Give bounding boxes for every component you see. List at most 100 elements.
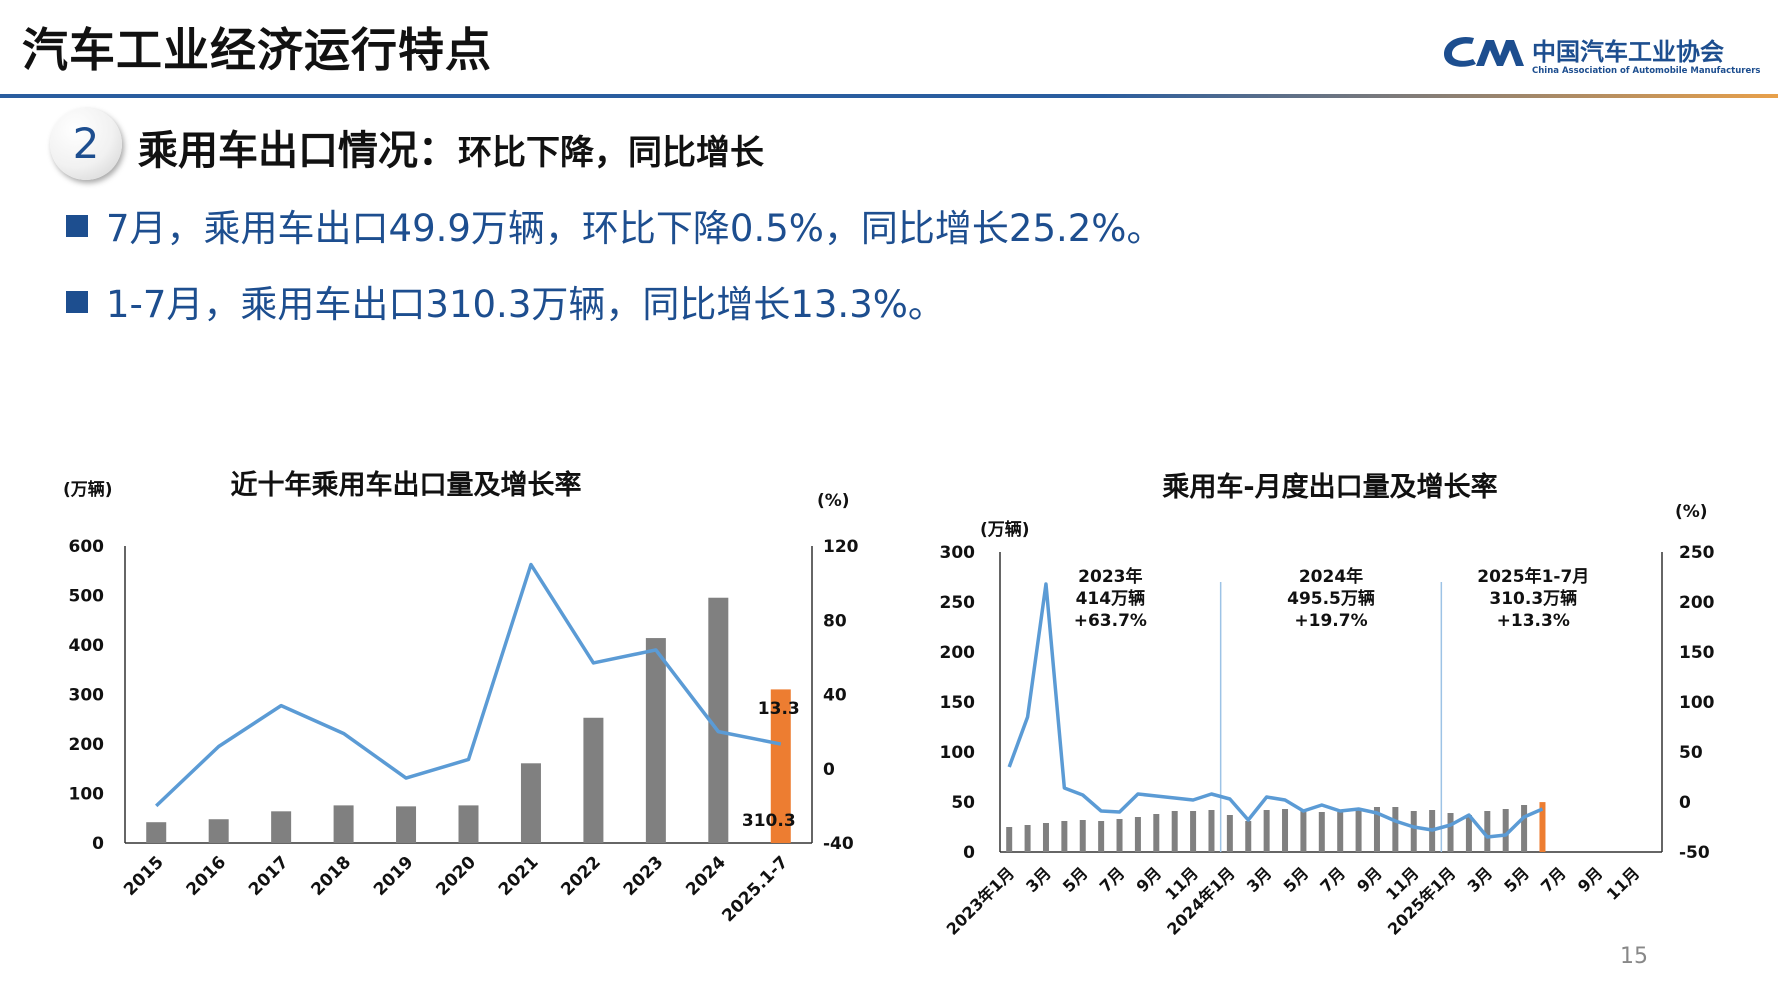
x-tick-label: 2021 (495, 852, 543, 900)
bar (1410, 811, 1417, 852)
bar (1484, 811, 1491, 852)
y-tick-label: 100 (940, 743, 976, 763)
annual-export-chart: 近十年乘用车出口量及增长率 (万辆) (%) 01002003004005006… (63, 469, 859, 926)
bar (1190, 811, 1197, 852)
bar (396, 806, 417, 843)
y-right-unit: (%) (1675, 502, 1708, 522)
bar-data-label: 310.3 (742, 811, 796, 831)
bar (1282, 809, 1289, 852)
bar (708, 597, 729, 843)
y-left-unit: (万辆) (63, 479, 113, 500)
section-number: 2 (72, 119, 100, 168)
y-tick-label: 100 (69, 785, 105, 805)
monthly-export-chart: 乘用车-月度出口量及增长率 (万辆) (%) 0 50 100 150 200 250 30… (940, 471, 1715, 939)
section-title: 乘用车出口情况：环比下降，同比增长 (138, 118, 764, 176)
annotation-volume: 414万辆 (1076, 588, 1146, 609)
section-title-main: 乘用车出口情况： (138, 128, 458, 174)
bar (1024, 825, 1031, 852)
annotation-year: 2024年 (1299, 566, 1363, 587)
x-tick-label: 2025.1-7 (718, 852, 792, 926)
y-right-unit: (%) (817, 491, 850, 511)
bullet-square-icon (66, 215, 88, 237)
bar (1300, 811, 1307, 852)
x-tick-label: 2022 (557, 852, 605, 900)
x-tick-label: 2020 (432, 852, 480, 900)
x-tick-label: 5月 (1059, 863, 1092, 896)
x-tick-label: 9月 (1133, 863, 1166, 896)
growth-rate-line (155, 562, 782, 808)
bar (1208, 810, 1215, 852)
y-tick-label: 300 (69, 686, 105, 706)
bar (208, 819, 229, 843)
x-tick-label: 3月 (1022, 863, 1055, 896)
x-tick-label: 7月 (1096, 863, 1129, 896)
x-tick-label: 7月 (1316, 863, 1349, 896)
y-tick-label: 300 (940, 543, 976, 563)
annotation-year: 2025年1-7月 (1477, 566, 1589, 587)
x-tick-label: 7月 (1537, 863, 1570, 896)
y-tick-label: 0 (963, 843, 975, 863)
bar (146, 822, 167, 843)
section-number-badge: 2 (50, 108, 122, 180)
y-tick-label: 0 (92, 834, 104, 854)
bullet-text: 7月，乘用车出口49.9万辆，环比下降0.5%，同比增长25.2%。 (106, 207, 1164, 250)
section-subtitle: 环比下降，同比增长 (458, 133, 764, 173)
x-tick-label: 9月 (1574, 863, 1607, 896)
y-tick-label: 500 (69, 587, 105, 607)
bar (458, 805, 479, 843)
line-data-label: 13.3 (758, 699, 800, 719)
bar (645, 638, 666, 843)
x-tick-label: 5月 (1500, 863, 1533, 896)
y-tick-label: 200 (1679, 593, 1715, 613)
bar (1079, 820, 1086, 852)
y-tick-label: 50 (1679, 743, 1703, 763)
y-tick-label: 40 (823, 686, 847, 706)
bar (770, 689, 791, 843)
x-tick-label: 3月 (1243, 863, 1276, 896)
y-tick-label: 200 (940, 643, 976, 663)
chart-title: 乘用车-月度出口量及增长率 (1161, 471, 1497, 503)
y-tick-label: 0 (823, 760, 835, 780)
annotation-volume: 310.3万辆 (1489, 588, 1577, 609)
y-tick-label: 50 (951, 793, 975, 813)
x-tick-label: 2016 (183, 852, 231, 900)
bullet-item: 7月，乘用车出口49.9万辆，环比下降0.5%，同比增长25.2%。 (66, 198, 1163, 252)
bar (1226, 815, 1233, 852)
annotation-growth: +63.7% (1074, 611, 1147, 631)
y-tick-label: 400 (69, 636, 105, 656)
y-tick-label: -40 (823, 834, 854, 854)
bar (271, 811, 292, 843)
y-tick-label: 250 (1679, 543, 1715, 563)
y-tick-label: 80 (823, 611, 847, 631)
page-title: 汽车工业经济运行特点 (22, 23, 492, 77)
y-tick-label: 150 (940, 693, 976, 713)
bar (583, 717, 604, 843)
bullet-text: 1-7月，乘用车出口310.3万辆，同比增长13.3%。 (106, 283, 945, 326)
bar (1521, 805, 1528, 852)
bar (1465, 815, 1472, 852)
cam-logo: 中国汽车工业协会 China Association of Automobile… (1440, 30, 1770, 80)
x-tick-label: 2024 (682, 852, 730, 900)
x-tick-label: 2019 (370, 852, 418, 900)
x-tick-label: 2023 (620, 852, 668, 900)
bullet-item: 1-7月，乘用车出口310.3万辆，同比增长13.3%。 (66, 274, 945, 328)
bar (1153, 814, 1160, 852)
x-tick-label: 2018 (308, 852, 356, 900)
y-tick-label: 0 (1679, 793, 1691, 813)
chart-title: 近十年乘用车出口量及增长率 (231, 469, 582, 501)
bar (1171, 811, 1178, 852)
bar (1447, 813, 1454, 852)
annotation-year: 2023年 (1078, 566, 1142, 587)
x-tick-label: 3月 (1464, 863, 1497, 896)
annotation-growth: +13.3% (1497, 611, 1570, 631)
bar (1539, 802, 1546, 852)
y-left-unit: (万辆) (980, 519, 1030, 540)
y-tick-label: 100 (1679, 693, 1715, 713)
cam-logo-icon (1444, 36, 1524, 67)
x-tick-label: 2017 (245, 852, 293, 900)
header-divider (0, 94, 1778, 98)
bar (1006, 827, 1013, 852)
bar (1116, 819, 1123, 852)
y-tick-label: -50 (1679, 843, 1710, 863)
bar (1042, 823, 1049, 852)
